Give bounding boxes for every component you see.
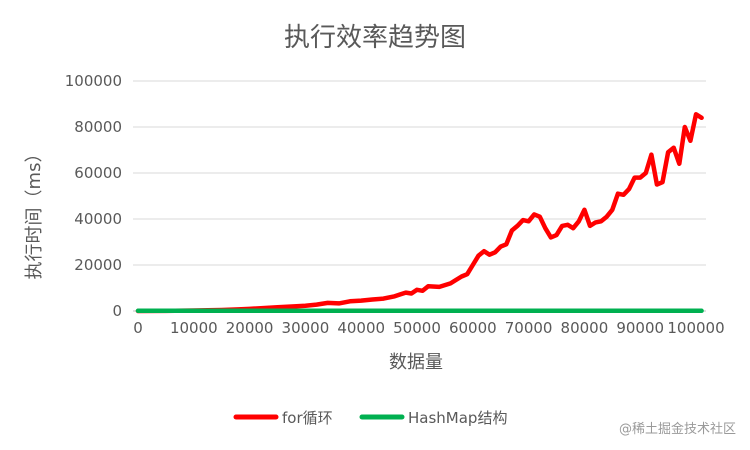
x-tick-labels: 0 10000 20000 30000 40000 50000 60000 70000 8000… (133, 319, 724, 337)
legend-label-for-loop: for循环 (282, 409, 333, 427)
y-axis-label: 执行时间（ms） (24, 145, 45, 280)
x-tick-label: 100000 (667, 319, 724, 337)
y-tick-label: 100000 (65, 72, 122, 90)
x-axis-label: 数据量 (389, 352, 443, 373)
x-tick-label: 40000 (337, 319, 385, 337)
x-tick-label: 10000 (170, 319, 218, 337)
y-tick-label: 0 (112, 302, 122, 320)
legend: for循环 HashMap结构 (233, 409, 507, 427)
y-tick-label: 20000 (74, 256, 122, 274)
y-tick-label: 80000 (74, 118, 122, 136)
y-tick-labels: 0 20000 40000 60000 80000 100000 (65, 72, 122, 320)
x-tick-label: 30000 (282, 319, 330, 337)
legend-label-hashmap: HashMap结构 (408, 409, 507, 427)
x-tick-label: 20000 (226, 319, 274, 337)
series-lines (135, 112, 704, 314)
x-tick-label: 80000 (561, 319, 609, 337)
series-line-for-loop (135, 112, 704, 314)
x-tick-label: 0 (133, 319, 143, 337)
x-tick-label: 50000 (393, 319, 441, 337)
y-tick-label: 40000 (74, 210, 122, 228)
y-tick-label: 60000 (74, 164, 122, 182)
chart-title: 执行效率趋势图 (284, 23, 466, 53)
watermark: @稀土掘金技术社区 (619, 421, 736, 437)
x-tick-label: 70000 (505, 319, 553, 337)
x-tick-label: 90000 (616, 319, 664, 337)
x-tick-label: 60000 (449, 319, 497, 337)
